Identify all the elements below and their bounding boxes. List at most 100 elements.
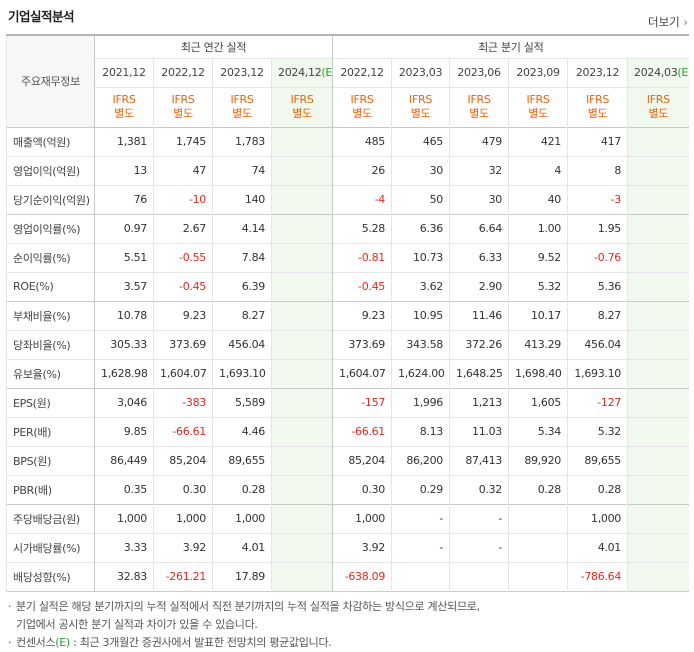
period: 2021,12 [102,66,146,79]
value-cell: 10.17 [508,300,568,330]
value-cell [627,532,689,562]
value-cell: 4.14 [212,213,272,243]
value-cell: 305.33 [94,329,154,359]
standard: IFRS [646,93,670,106]
standard-cell: IFRS 별도 [567,86,628,127]
value-cell: -0.81 [332,242,392,272]
value-cell [508,561,568,591]
row-label: EPS(원) [6,387,95,417]
value-cell [627,445,689,475]
value-cell: 85,204 [153,445,213,475]
row-label: 당좌비율(%) [6,329,95,359]
value-cell: 6.39 [212,271,272,301]
value-cell: 2.67 [153,213,213,243]
value-cell: 32.83 [94,561,154,591]
data-row: 주당배당금(원) 1,000 1,000 1,000 1,000- -1,000 [6,503,689,533]
value-cell: 7.84 [212,242,272,272]
standard-cell: IFRS 별도 [449,86,509,127]
value-cell [270,445,333,475]
basis: 별도 [587,107,608,120]
value-cell: 87,413 [449,445,509,475]
period-cell: 2024,12(E) [270,57,333,87]
note-text: 컨센서스 [16,636,56,649]
value-cell: 0.32 [449,474,509,504]
value-cell: 0.29 [391,474,450,504]
value-cell: 485 [332,126,392,156]
estimate-mark: (E) [677,66,689,79]
basis: 별도 [114,107,134,120]
value-cell: 8.27 [567,300,628,330]
value-cell: 8 [567,155,628,185]
period: 2023,12 [575,66,620,79]
value-cell: 1,213 [449,387,509,417]
bullet: · [8,636,12,649]
value-cell: 8.13 [391,416,450,446]
value-cell [270,155,333,185]
row-label: PBR(배) [6,474,95,504]
row-label: 당기순이익(억원) [6,184,95,214]
estimate-mark: (E) [55,636,70,649]
value-cell: 0.30 [332,474,392,504]
value-cell: 1.95 [567,213,628,243]
value-cell: 1,000 [332,503,392,533]
value-cell [270,242,333,272]
value-cell: 3.33 [94,532,154,562]
value-cell: 11.46 [449,300,509,330]
standard: IFRS [230,93,254,106]
value-cell: 0.28 [212,474,272,504]
standard: IFRS [290,93,314,106]
data-row: 영업이익률(%) 0.97 2.67 4.14 5.28 6.36 6.64 1.00 1.95 [6,213,689,243]
period-cell: 2023,12 [212,57,272,87]
value-cell: 1,000 [94,503,154,533]
estimate-mark: (E) [321,66,333,79]
basis: 별도 [232,107,252,120]
value-cell: 1,783 [212,126,272,156]
value-cell [627,184,689,214]
value-cell: -66.61 [153,416,213,446]
standard: IFRS [526,93,550,106]
row-label: BPS(원) [6,445,95,475]
period: 2023,03 [398,66,443,79]
group-title: 최근 연간 실적 [93,34,333,58]
value-cell: 0.97 [94,213,154,243]
value-cell [449,561,509,591]
value-cell: 1,381 [94,126,154,156]
value-cell [627,416,689,446]
value-cell: -383 [153,387,213,417]
value-cell [270,126,333,156]
value-cell: 50 [391,184,450,214]
standard-row: IFRS 별도 IFRS 별도 IFRS 별도 IFRS 별도 IFRS 별도 IFRS 별도 IFRS… [7,86,689,127]
value-cell: 0.30 [153,474,213,504]
value-cell: 3,046 [94,387,154,417]
row-label: 유보율(%) [6,358,95,388]
data-row: 유보율(%) 1,628.98 1,604.07 1,693.10 1,604.07 1,… [6,358,689,388]
value-cell: 86,449 [94,445,154,475]
value-cell: 4.46 [212,416,272,446]
value-cell: 9.23 [332,300,392,330]
value-cell: 11.03 [449,416,509,446]
note-line: · 분기 실적은 해당 분기까지의 누적 실적에서 직전 분기까지의 누적 실적을… [8,598,480,616]
value-cell: 421 [508,126,568,156]
value-cell: 140 [212,184,272,214]
data-row: 당좌비율(%) 305.33 373.69 456.04 373.69 343.58 372… [6,329,689,359]
row-label: PER(배) [6,416,95,446]
value-cell: 1,693.10 [212,358,272,388]
value-cell: 1,000 [153,503,213,533]
value-cell: 1,604.07 [153,358,213,388]
basis: 별도 [352,107,372,120]
period-cell: 2023,03 [391,57,450,87]
value-cell [270,532,333,562]
value-cell: 1,698.40 [508,358,568,388]
value-cell: 6.36 [391,213,450,243]
data-row: 순이익률(%) 5.51 -0.55 7.84 -0.81 10.73 6.33 9.52 -0… [6,242,689,272]
period-cell: 2023,09 [508,57,568,87]
value-cell: 8.27 [212,300,272,330]
note-text: : 최근 3개월간 증권사에서 발표한 전망치의 평균값입니다. [69,636,332,649]
more-link[interactable]: 더보기 [648,14,688,30]
value-cell [270,358,333,388]
value-cell [270,416,333,446]
value-cell: 32 [449,155,509,185]
value-cell [627,271,689,301]
note-line: 기업에서 공시한 분기 실적과 차이가 있을 수 있습니다. [8,616,480,634]
